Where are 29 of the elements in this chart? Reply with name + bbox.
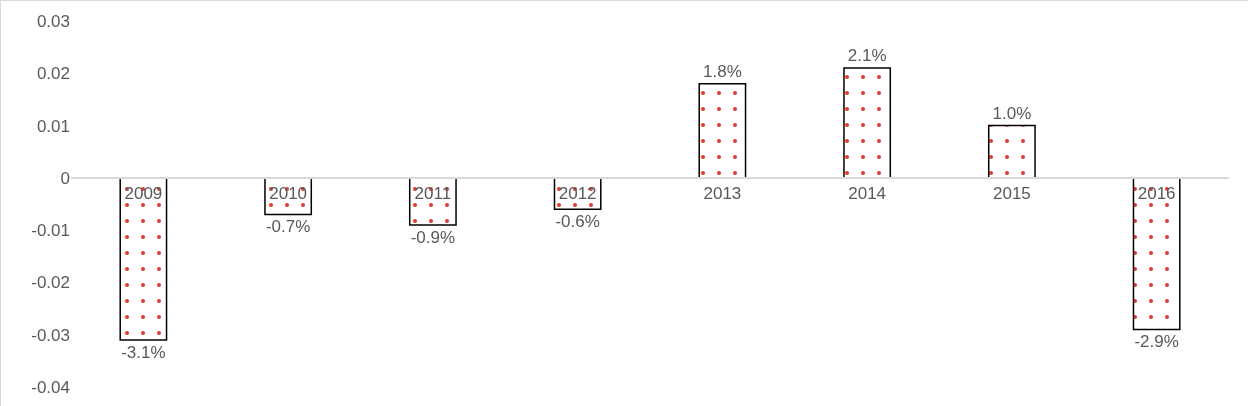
- bar: [987, 124, 1036, 179]
- data-label: -0.9%: [410, 227, 456, 247]
- y-tick-label: 0.02: [36, 64, 70, 84]
- x-tick-label: 2013: [703, 184, 742, 204]
- data-label: 1.8%: [703, 61, 742, 81]
- x-tick-label: 2014: [848, 184, 887, 204]
- x-tick-label: 2012: [558, 184, 597, 204]
- x-tick-label: 2016: [1137, 184, 1176, 204]
- data-label: -2.9%: [1134, 332, 1179, 352]
- y-tick-label: 0.01: [36, 116, 70, 136]
- data-label: -0.6%: [555, 212, 600, 232]
- y-tick-label: -0.04: [31, 377, 70, 397]
- data-label: 2.1%: [847, 46, 887, 66]
- y-tick-label: -0.03: [31, 325, 70, 345]
- bar: [698, 82, 747, 179]
- y-tick-label: 0.03: [36, 11, 70, 31]
- x-tick-label: 2010: [269, 184, 308, 204]
- x-tick-label: 2011: [414, 184, 452, 204]
- data-label: 1.0%: [992, 103, 1032, 123]
- bar: [119, 177, 168, 341]
- bar: [843, 67, 892, 179]
- data-label: -3.1%: [121, 342, 166, 362]
- bar: [1132, 177, 1181, 331]
- data-label: -0.7%: [265, 217, 311, 237]
- x-tick-label: 2015: [992, 184, 1031, 204]
- y-tick-label: -0.02: [31, 273, 70, 293]
- x-tick-label: 2009: [124, 184, 163, 204]
- y-tick-label: -0.01: [31, 221, 70, 241]
- y-tick-label: 0: [60, 168, 70, 188]
